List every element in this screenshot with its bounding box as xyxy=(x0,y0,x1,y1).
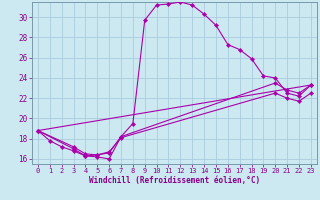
X-axis label: Windchill (Refroidissement éolien,°C): Windchill (Refroidissement éolien,°C) xyxy=(89,176,260,185)
